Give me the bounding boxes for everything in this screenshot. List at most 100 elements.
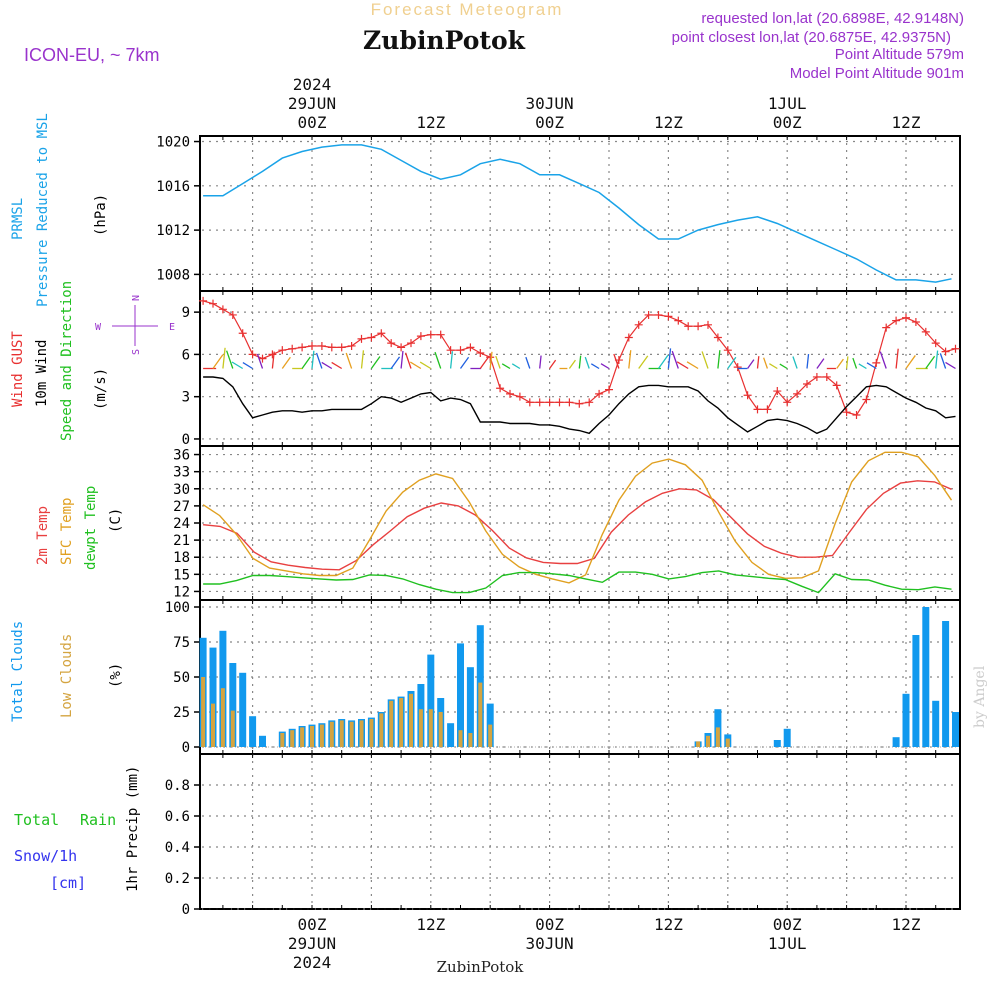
wind-direction-arrow <box>370 356 381 369</box>
low-cloud-bar <box>211 703 215 747</box>
gust-marker <box>783 398 792 407</box>
wind-direction-arrow <box>816 358 825 369</box>
total-cloud-bar <box>229 663 237 747</box>
gust-marker <box>535 398 544 407</box>
y-tick-label: 1020 <box>156 135 190 151</box>
gust-marker <box>812 372 821 381</box>
footer-location: ZubinPotok <box>437 958 525 976</box>
total-cloud-bar <box>466 667 474 747</box>
gust-marker <box>218 305 227 314</box>
wind-unit: (m/s) <box>93 368 109 410</box>
wind-direction-arrow <box>763 357 769 369</box>
low-cloud-bar <box>428 709 433 747</box>
wind-direction-arrow <box>845 356 849 369</box>
gust-marker <box>228 310 237 319</box>
gust-marker <box>585 398 594 407</box>
wind-direction-arrow <box>489 351 493 369</box>
gust-marker <box>209 299 217 308</box>
total-cloud-bar <box>912 635 920 747</box>
gust-marker <box>763 405 772 414</box>
t2m-label: 2m Temp <box>35 506 51 565</box>
gust-marker <box>684 322 693 331</box>
low-cloud-bar <box>201 677 206 747</box>
precip-panel: Total Rain Snow/1h [cm] 1hr Precip (mm) … <box>14 753 961 918</box>
time-label: 30JUN <box>526 94 574 113</box>
wind-direction-arrow <box>578 355 582 369</box>
wind-direction-arrow <box>321 361 333 370</box>
wind-direction-arrow <box>879 351 887 369</box>
time-label: 00Z <box>535 915 564 934</box>
low-cloud-bar <box>725 738 730 747</box>
compass-s: S <box>131 349 142 355</box>
wind-direction-arrow <box>657 354 669 369</box>
low-cloud-bar <box>715 727 720 747</box>
snow-label: Snow/1h <box>14 847 77 865</box>
gust-marker <box>317 341 326 350</box>
wind-direction-arrow <box>256 353 264 369</box>
low-cloud-bar <box>220 688 225 747</box>
low-cloud-bar <box>319 724 324 747</box>
gust-marker <box>436 330 445 339</box>
y-tick-label: 0.8 <box>165 778 190 794</box>
total-cloud-bar <box>922 607 930 747</box>
wind-direction-arrow <box>568 359 576 369</box>
gust-marker <box>882 323 891 332</box>
wind-direction-arrow <box>212 354 224 369</box>
low-cloud-bar <box>706 735 710 747</box>
wind-direction-arrow <box>613 353 620 369</box>
gust-marker <box>832 381 841 390</box>
wind-direction-arrow <box>671 350 679 369</box>
y-tick-label: 12 <box>173 584 190 600</box>
wind-direction-arrow <box>311 350 315 369</box>
y-tick-label: 21 <box>173 533 190 549</box>
model-altitude: Model Point Altitude 901m <box>790 65 964 82</box>
total-label: Total <box>14 811 59 829</box>
gust-marker <box>258 354 267 363</box>
y-tick-label: 1016 <box>156 179 190 195</box>
wind-direction-arrow <box>638 355 649 369</box>
gust-marker <box>862 395 871 404</box>
dewpt-line <box>203 570 952 594</box>
compass-rose: N S W E <box>95 295 175 355</box>
low-clouds-label: Low Clouds <box>59 634 75 718</box>
total-cloud-bar <box>457 643 464 747</box>
low-cloud-bar <box>418 709 423 747</box>
pressure-panel: PRMSL Pressure Reduced to MSL (hPa) 1008… <box>10 113 961 307</box>
wind-direction-arrow <box>792 356 798 369</box>
y-tick-label: 1008 <box>156 267 190 283</box>
y-tick-label: 24 <box>173 516 190 532</box>
wind-direction-arrow <box>331 361 343 370</box>
rain-label: Rain <box>80 811 116 829</box>
low-cloud-bar <box>488 724 493 747</box>
wind-direction-arrow <box>281 356 291 369</box>
gust-marker <box>634 320 643 329</box>
total-cloud-bar <box>249 716 257 747</box>
clouds-unit: (%) <box>108 663 124 688</box>
wind-direction-arrow <box>905 355 916 369</box>
wind-direction-arrow <box>858 363 867 370</box>
gust-marker <box>902 313 910 322</box>
y-tick-label: 15 <box>173 567 190 583</box>
y-tick-label: 27 <box>173 499 190 515</box>
wind-direction-arrow <box>525 356 531 369</box>
wind-direction-arrow <box>549 359 557 369</box>
gust-marker <box>852 411 861 419</box>
sfc-label: SFC Temp <box>59 498 75 565</box>
y-tick-label: 100 <box>165 600 190 616</box>
wind-direction-arrow <box>895 348 899 369</box>
time-label: 12Z <box>654 113 683 132</box>
gust-marker <box>743 391 752 400</box>
compass-e: E <box>169 322 175 333</box>
low-cloud-bar <box>339 720 344 747</box>
total-cloud-bar <box>783 728 791 747</box>
gust-marker <box>426 330 435 339</box>
gust-marker <box>793 389 802 398</box>
y-tick-label: 9 <box>182 305 190 321</box>
gust-marker <box>694 322 703 331</box>
total-cloud-bar <box>209 647 217 747</box>
gust-marker <box>545 398 554 407</box>
wind-direction-arrow <box>925 355 936 369</box>
total-cloud-bar <box>239 672 247 747</box>
wind-direction-arrow <box>539 355 542 369</box>
